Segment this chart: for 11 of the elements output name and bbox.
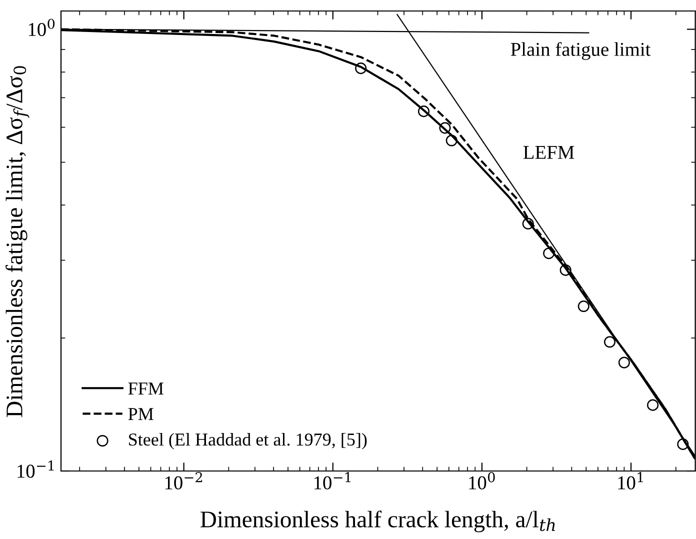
annotation: Plain fatigue limit (510, 42, 651, 60)
annotation: LEFM (523, 146, 574, 159)
x-tick-label: 10$^{0}$ (469, 472, 495, 490)
legend-label: PM (128, 408, 154, 420)
x-tick-label: 10$^{1}$ (618, 472, 643, 490)
x-tick-label: 10$^{−1}$ (314, 472, 351, 490)
x-axis-title: Dimensionless half crack length, a/l$_{th}$ (200, 510, 555, 532)
x-tick-label: 10$^{−2}$ (165, 472, 202, 490)
legend-label: FFM (128, 382, 164, 394)
legend-label: Steel (El Haddad et al. 1979, [5]) (129, 432, 367, 450)
y-axis-title: Dimensionless fatigue limit, Δσ$_{f}$/Δσ$_{0}$ (6, 66, 30, 418)
